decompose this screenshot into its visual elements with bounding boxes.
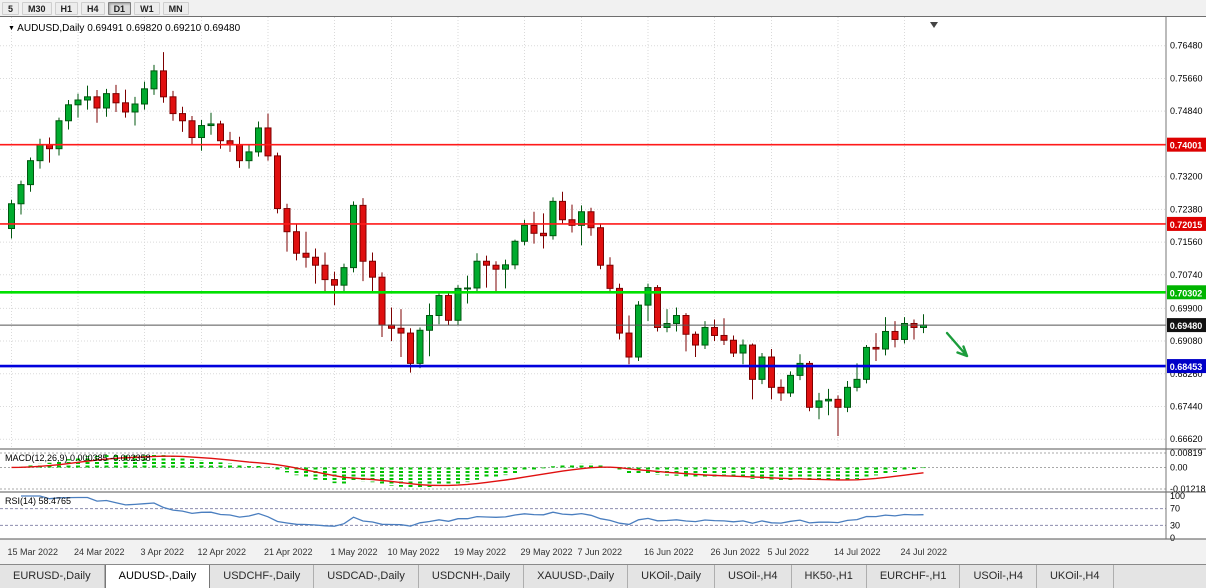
- price-tick-label: 0.76480: [1170, 41, 1203, 51]
- svg-text:70: 70: [1170, 504, 1180, 514]
- tab-usoil-h4[interactable]: USOil-,H4: [960, 565, 1037, 588]
- date-tick-label: 21 Apr 2022: [264, 547, 313, 557]
- tab-usdchf-daily[interactable]: USDCHF-,Daily: [210, 565, 315, 588]
- price-tick-label: 0.67440: [1170, 401, 1203, 411]
- tab-usdcnh-daily[interactable]: USDCNH-,Daily: [418, 565, 525, 588]
- rsi-line: [21, 495, 924, 527]
- date-tick-label: 16 Jun 2022: [644, 547, 694, 557]
- svg-text:0.72015: 0.72015: [1170, 220, 1203, 230]
- tab-ukoil-daily[interactable]: UKOil-,Daily: [628, 565, 716, 588]
- date-axis-strip: [0, 539, 1206, 564]
- svg-text:0.69480: 0.69480: [1170, 321, 1203, 331]
- price-tag-0.68453: [1167, 359, 1206, 374]
- svg-text:0.68453: 0.68453: [1170, 362, 1203, 372]
- timeframe-button-h4[interactable]: H4: [81, 1, 105, 15]
- price-tick-label: 0.71560: [1170, 237, 1203, 247]
- date-tick-label: 5 Jul 2022: [768, 547, 810, 557]
- tab-usdcad-daily[interactable]: USDCAD-,Daily: [314, 565, 419, 588]
- date-tick-label: 1 May 2022: [331, 547, 378, 557]
- down-arrow-annotation[interactable]: [945, 331, 969, 358]
- tab-hk50-h1[interactable]: HK50-,H1: [791, 565, 867, 588]
- chart-window: 0.76480 0.75660 0.74840 0.73200 0.72380 0.715…: [0, 17, 1206, 564]
- date-tick-label: 3 Apr 2022: [141, 547, 185, 557]
- price-tag-0.74001: [1167, 137, 1206, 152]
- tab-eurchf-h1[interactable]: EURCHF-,H1: [866, 565, 961, 588]
- date-tick-label: 29 May 2022: [521, 547, 573, 557]
- price-chart[interactable]: 0.76480 0.75660 0.74840 0.73200 0.72380 0.715…: [0, 17, 1206, 564]
- timeframe-button-mn[interactable]: MN: [162, 1, 189, 15]
- price-tick-label: 0.72380: [1170, 204, 1203, 214]
- price-tick-label: 0.73200: [1170, 172, 1203, 182]
- date-tick-label: 10 May 2022: [388, 547, 440, 557]
- timeframe-button-d1[interactable]: D1: [107, 1, 132, 15]
- chart-shift-marker-icon: [930, 22, 938, 28]
- svg-text:100: 100: [1170, 491, 1185, 501]
- symbol-tabbar: EURUSD-,Daily AUDUSD-,Daily USDCHF-,Daily U…: [0, 564, 1206, 588]
- svg-text:0.70302: 0.70302: [1170, 288, 1203, 298]
- tab-usoil-h4[interactable]: USOil-,H4: [715, 565, 792, 588]
- date-tick-label: 14 Jul 2022: [834, 547, 881, 557]
- svg-text:0.74001: 0.74001: [1170, 141, 1203, 151]
- date-tick-label: 19 May 2022: [454, 547, 506, 557]
- timeframe-button-5[interactable]: 5: [2, 1, 20, 15]
- timeframe-button-h1[interactable]: H1: [54, 1, 79, 15]
- price-tick-label: 0.74840: [1170, 106, 1203, 116]
- macd-signal-line: [11, 455, 924, 487]
- date-tick-label: 24 Mar 2022: [74, 547, 125, 557]
- svg-text:0.00: 0.00: [1170, 462, 1188, 472]
- price-tick-label: 0.75660: [1170, 73, 1203, 83]
- date-tick-label: 12 Apr 2022: [198, 547, 247, 557]
- date-tick-label: 24 Jul 2022: [901, 547, 948, 557]
- current-price-tag: [1167, 318, 1206, 333]
- date-tick-label: 7 Jun 2022: [578, 547, 623, 557]
- timeframe-toolbar: 5 M30 H1 H4 D1 W1 MN: [0, 0, 1206, 17]
- svg-text:30: 30: [1170, 520, 1180, 530]
- price-tick-label: 0.69080: [1170, 336, 1203, 346]
- price-tag-0.70302: [1167, 285, 1206, 300]
- svg-text:0: 0: [1170, 533, 1175, 543]
- date-tick-label: 15 Mar 2022: [8, 547, 59, 557]
- timeframe-button-m30[interactable]: M30: [22, 1, 52, 15]
- price-tag-0.72015: [1167, 216, 1206, 231]
- tab-eurusd-daily[interactable]: EURUSD-,Daily: [0, 565, 105, 588]
- price-tick-label: 0.69900: [1170, 303, 1203, 313]
- svg-text:0.00819: 0.00819: [1170, 448, 1203, 458]
- price-tick-label: 0.70740: [1170, 270, 1203, 280]
- tab-xauusd-daily[interactable]: XAUUSD-,Daily: [524, 565, 629, 588]
- tab-ukoil-h4[interactable]: UKOil-,H4: [1036, 565, 1114, 588]
- date-tick-label: 26 Jun 2022: [711, 547, 761, 557]
- tab-audusd-daily[interactable]: AUDUSD-,Daily: [104, 565, 211, 588]
- svg-text:-0.01218: -0.01218: [1170, 484, 1206, 494]
- price-tick-label: 0.68260: [1170, 369, 1203, 379]
- price-tick-label: 0.66620: [1170, 434, 1203, 444]
- timeframe-button-w1[interactable]: W1: [134, 1, 160, 15]
